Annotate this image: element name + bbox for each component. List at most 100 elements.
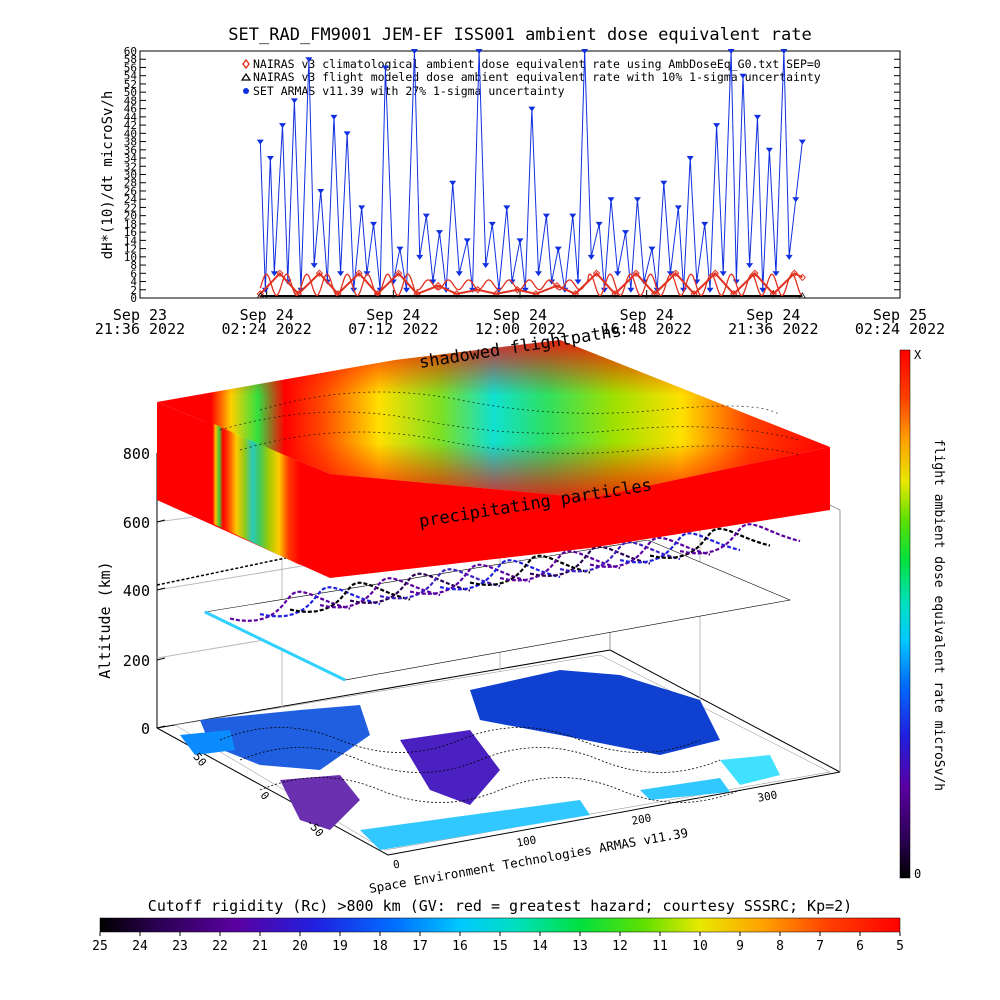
y-tick-label: 20: [124, 210, 137, 223]
data-point: [798, 139, 806, 145]
y-tick-label: 0: [130, 292, 137, 305]
top-title: SET_RAD_FM9001 JEM-EF ISS001 ambient dos…: [228, 25, 811, 45]
data-point: [569, 213, 577, 219]
legend-triangle-marker: [240, 72, 252, 81]
data-point: [754, 114, 761, 120]
data-point: [290, 98, 298, 104]
orbit-track: [439, 559, 561, 591]
data-point: [358, 205, 366, 211]
data-point: [751, 269, 759, 278]
orbit-track: [229, 590, 351, 623]
data-point: [436, 230, 444, 236]
data-point: [607, 197, 615, 203]
data-point: [727, 49, 735, 54]
altitude-tick-mark: [156, 725, 166, 729]
y-tick-label: 22: [124, 201, 137, 214]
cutoff-tick-label: 16: [452, 939, 468, 954]
cutoff-colorbar-gradient: [99, 917, 901, 933]
data-point: [600, 287, 608, 293]
orbit-track: [499, 550, 621, 582]
data-point: [792, 197, 800, 203]
cutoff-tick-label: 19: [332, 939, 348, 954]
orbit-track: [589, 536, 711, 569]
data-point: [739, 73, 747, 79]
data-point: [449, 180, 457, 186]
altitude-tick-label: 400: [123, 582, 150, 600]
data-point: [315, 269, 324, 278]
data-point: [503, 205, 511, 211]
data-point: [429, 279, 437, 285]
orbit-track: [289, 581, 411, 614]
x-tick-label: 16:48 2022: [602, 320, 692, 338]
continent-antarctica: [360, 800, 590, 850]
x-tick-label: 02:24 2022: [222, 320, 312, 338]
data-point: [772, 271, 780, 277]
data-point: [434, 281, 442, 290]
data-point: [370, 221, 378, 227]
series-line: [259, 50, 803, 290]
cutoff-colorbar: Cutoff rigidity (Rc) >800 km (GV: red = …: [92, 897, 904, 954]
data-point: [660, 180, 668, 186]
cutoff-tick-label: 10: [692, 939, 708, 954]
y-tick-label: 4: [130, 276, 137, 289]
data-point: [394, 269, 403, 278]
legend-item-nairas-flight: NAIRAS v3 flight modeled dose ambient eq…: [240, 70, 821, 84]
orbit-track: [379, 568, 501, 600]
x-tick-label: 12:00 2022: [475, 320, 565, 338]
data-point: [330, 114, 338, 120]
data-point: [534, 271, 542, 277]
altitude-ticks: 0 200 400 600 800: [123, 445, 166, 738]
x-tick-label: Sep 24: [746, 306, 800, 324]
latitude-tick-label: 0: [258, 789, 272, 802]
orbit-track: [679, 523, 801, 555]
orbit-track: [619, 532, 741, 564]
orbit-track: [649, 527, 771, 560]
data-point: [355, 269, 363, 278]
data-point: [711, 269, 719, 278]
altitude-tick-mark: [156, 519, 166, 523]
y-tick-label: 16: [124, 226, 137, 239]
data-point: [516, 238, 524, 244]
data-point: [416, 254, 424, 260]
slab-front-face-color-band: [205, 420, 300, 565]
longitude-ticks: 0 100 200 300: [392, 788, 778, 871]
data-point: [765, 147, 773, 153]
x-tick-label: Sep 23: [113, 306, 167, 324]
y-tick-label: 14: [124, 234, 138, 247]
cutoff-tick-label: 7: [816, 939, 824, 954]
slab-top-edge-fade: [157, 340, 830, 498]
data-point: [256, 290, 265, 298]
top-series: [256, 49, 807, 299]
longitude-tick-label: 300: [756, 788, 778, 804]
legend-item-armas: SET ARMAS v11.39 with 27% 1-sigma uncert…: [243, 84, 565, 98]
orbit-track: [559, 541, 681, 573]
y-tick-label: 48: [124, 94, 137, 107]
cutoff-tick-label: 25: [92, 939, 108, 954]
data-point: [633, 197, 641, 203]
data-point: [759, 287, 767, 293]
data-point: [713, 123, 721, 129]
y-tick-label: 40: [124, 127, 137, 140]
data-point: [574, 279, 582, 285]
top-y-axis-label: dH*(10)/dt microSv/h: [100, 91, 116, 260]
data-point: [513, 286, 522, 294]
series-line: [259, 271, 803, 296]
data-point: [410, 49, 418, 54]
continent-africa: [400, 730, 500, 805]
orbit-track: [409, 563, 531, 596]
x-tick-label: Sep 24: [240, 306, 294, 324]
cutoff-tick-label: 14: [532, 939, 548, 954]
data-point: [305, 57, 313, 63]
y-tick-label: 8: [130, 259, 137, 272]
y-tick-label: 2: [130, 284, 137, 297]
data-point: [648, 246, 656, 252]
data-point: [279, 123, 286, 129]
slab-side-face: [330, 447, 830, 578]
cutoff-tick-label: 5: [896, 939, 904, 954]
orbit-plane-edge-colored: [204, 610, 346, 682]
cutoff-tick-label: 21: [252, 939, 268, 954]
y-tick-label: 26: [124, 185, 137, 198]
top-y-ticks: 0246810121416182022242628303234363840424…: [124, 45, 900, 305]
